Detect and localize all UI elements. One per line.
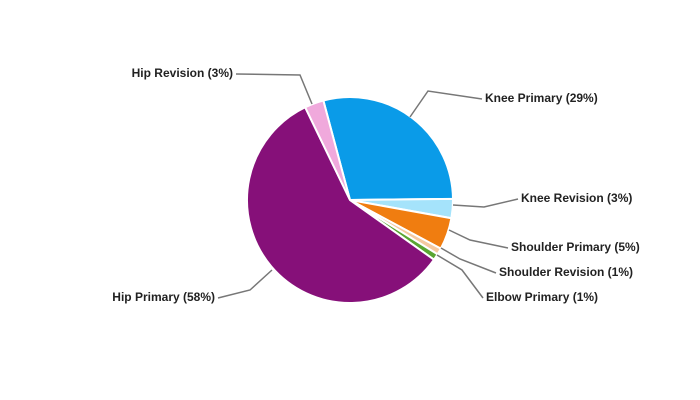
pie-slice	[322, 96, 455, 202]
data-label: Shoulder Primary (5%)	[511, 240, 640, 254]
leader-line	[440, 247, 497, 274]
leader-line	[235, 73, 313, 105]
data-label: Shoulder Revision (1%)	[499, 265, 633, 279]
data-label: Knee Revision (3%)	[521, 191, 632, 205]
data-label: Hip Primary (58%)	[112, 290, 215, 304]
leader-line	[409, 90, 483, 118]
leader-line	[436, 254, 484, 299]
leader-line	[452, 198, 519, 208]
leader-line	[448, 229, 509, 249]
data-label: Hip Revision (3%)	[132, 66, 233, 80]
pie-slice	[303, 99, 351, 201]
pie-slice	[246, 105, 436, 304]
data-label: Elbow Primary (1%)	[486, 290, 598, 304]
data-label: Knee Primary (29%)	[485, 91, 598, 105]
leader-line	[217, 269, 273, 299]
